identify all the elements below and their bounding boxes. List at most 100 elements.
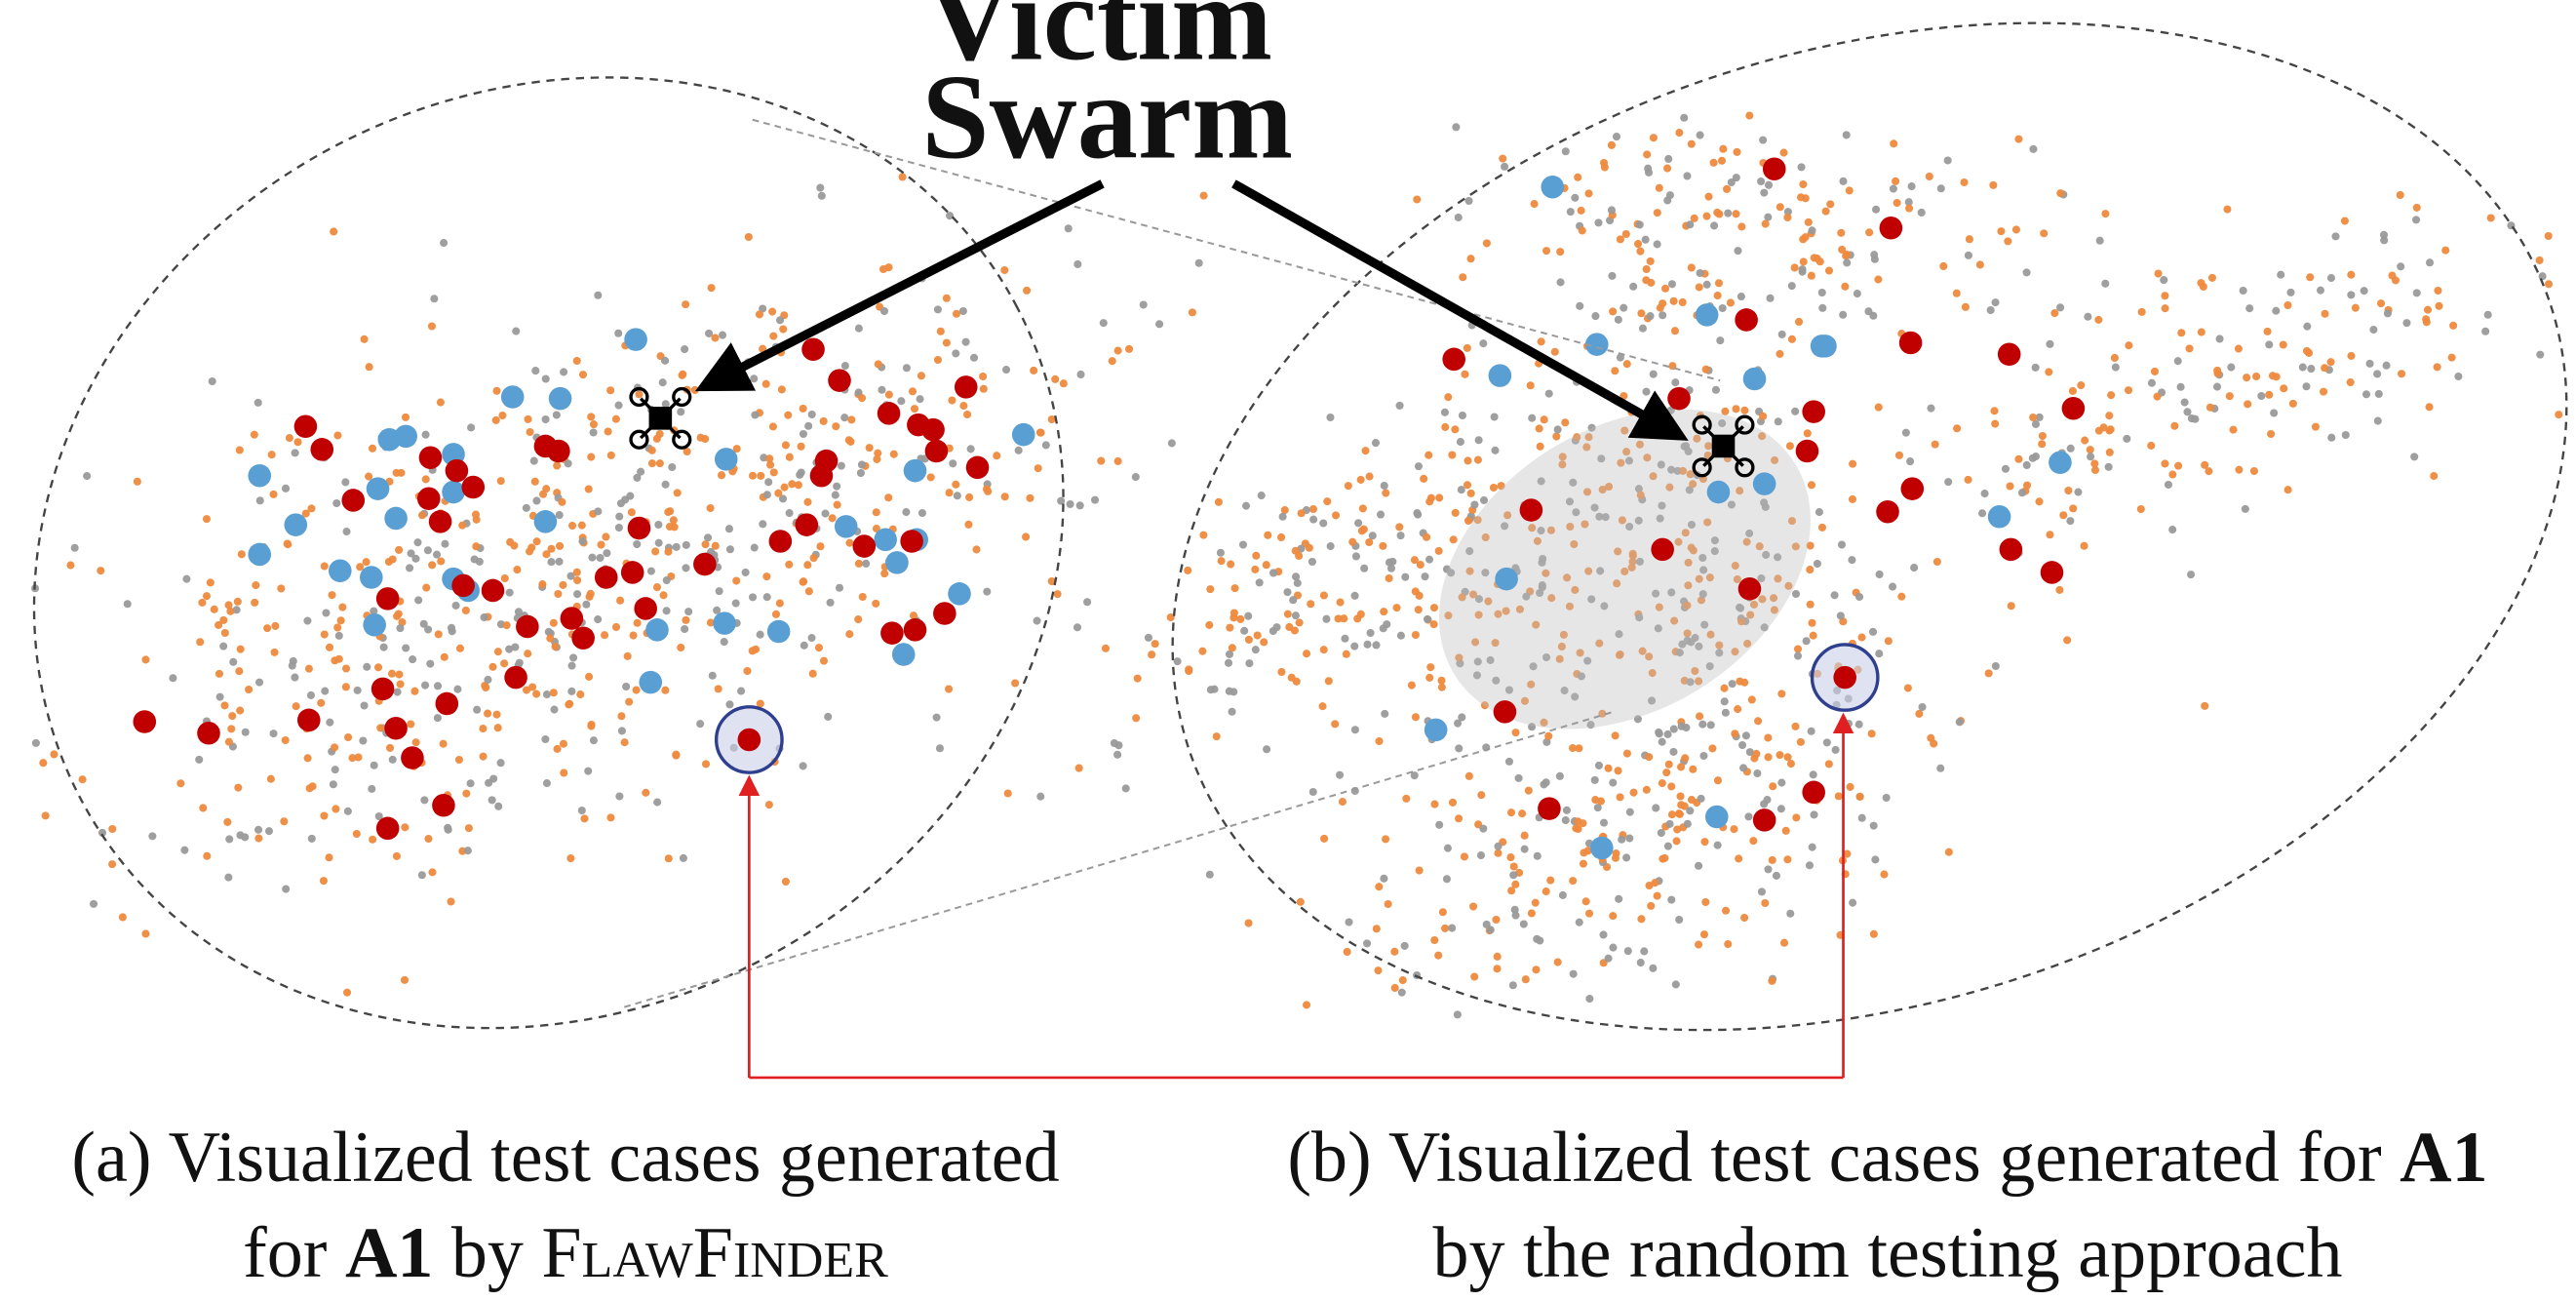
gray-point — [1659, 311, 1667, 320]
orange-point — [1742, 537, 1751, 546]
orange-point — [1779, 938, 1789, 947]
orange-point — [1663, 164, 1672, 173]
orange-point — [553, 461, 562, 470]
orange-point — [1430, 935, 1439, 945]
gray-point — [1991, 298, 2000, 307]
orange-point — [1689, 765, 1698, 773]
orange-point — [1785, 442, 1794, 451]
gray-point — [816, 183, 825, 192]
gray-point — [281, 484, 291, 493]
orange-point — [774, 489, 783, 497]
gray-point — [512, 327, 521, 335]
orange-point — [228, 712, 237, 721]
gray-point — [1283, 588, 1292, 597]
orange-point — [2161, 304, 2169, 313]
gray-point — [2084, 312, 2092, 321]
orange-point — [108, 824, 117, 834]
orange-point — [1509, 862, 1518, 871]
red-point — [1493, 700, 1517, 724]
orange-point — [1903, 684, 1912, 692]
gray-point — [1766, 294, 1775, 302]
orange-point — [1807, 271, 1815, 280]
orange-point — [1806, 566, 1815, 574]
gray-point — [219, 642, 228, 650]
orange-point — [492, 386, 501, 395]
orange-point — [744, 232, 753, 242]
orange-point — [2280, 384, 2288, 393]
orange-point — [526, 427, 534, 437]
orange-point — [765, 454, 774, 463]
blue-point — [366, 477, 390, 500]
orange-point — [1897, 592, 1906, 601]
gray-point — [1472, 671, 1481, 680]
blue-point — [1704, 805, 1729, 829]
gray-point — [617, 727, 626, 735]
gray-point — [2095, 236, 2104, 245]
orange-point — [235, 667, 244, 676]
orange-point — [993, 452, 1001, 460]
gray-point — [615, 792, 624, 801]
gray-point — [1607, 206, 1616, 215]
blue-point — [1814, 335, 1837, 358]
gray-point — [1289, 596, 1298, 605]
red-point — [428, 510, 452, 533]
orange-point — [1731, 729, 1739, 738]
orange-point — [1843, 250, 1852, 259]
orange-point — [1700, 838, 1709, 847]
orange-point — [2346, 377, 2355, 387]
orange-point — [385, 743, 395, 752]
orange-point — [1308, 505, 1317, 514]
gray-point — [1113, 750, 1122, 759]
gray-point — [1783, 208, 1792, 217]
gray-point — [1519, 920, 1528, 928]
orange-point — [1444, 393, 1453, 402]
orange-point — [1614, 767, 1622, 775]
gray-point — [1341, 634, 1349, 643]
gray-point — [584, 767, 593, 775]
gray-point — [1698, 590, 1707, 599]
orange-point — [597, 540, 605, 549]
gray-point — [1454, 719, 1463, 728]
orange-point — [1724, 940, 1733, 949]
gray-point — [1569, 478, 1578, 487]
gray-point — [1797, 163, 1806, 172]
orange-point — [330, 227, 338, 236]
gray-point — [1308, 557, 1316, 567]
gray-point — [2227, 363, 2236, 372]
orange-point — [1620, 426, 1629, 435]
gray-point — [1228, 707, 1236, 716]
orange-point — [872, 508, 880, 517]
orange-point — [1613, 579, 1621, 588]
gray-point — [577, 806, 586, 815]
orange-point — [2441, 246, 2450, 255]
orange-point — [341, 664, 351, 673]
gray-point — [1904, 198, 1913, 207]
orange-point — [1521, 975, 1530, 984]
gray-point — [2382, 361, 2391, 370]
orange-point — [2090, 459, 2099, 468]
orange-point — [1730, 825, 1738, 834]
red-point — [418, 446, 443, 469]
orange-point — [281, 735, 290, 745]
gray-point — [1066, 499, 1074, 509]
orange-point — [936, 327, 945, 335]
gray-point — [254, 825, 263, 834]
orange-point — [1295, 551, 1304, 561]
orange-point — [1648, 669, 1657, 678]
gray-point — [1635, 557, 1644, 566]
orange-point — [664, 547, 673, 556]
orange-point — [2045, 368, 2053, 376]
orange-point — [1573, 433, 1581, 442]
orange-point — [1874, 403, 1883, 412]
orange-point — [673, 489, 682, 497]
gray-point — [1906, 457, 1915, 466]
orange-point — [292, 702, 300, 711]
orange-point — [365, 472, 373, 481]
orange-point — [1799, 180, 1808, 189]
gray-point — [514, 608, 523, 616]
orange-point — [809, 554, 818, 563]
gray-point — [1669, 725, 1678, 733]
orange-point — [524, 650, 532, 658]
orange-point — [1611, 731, 1620, 740]
orange-point — [1770, 594, 1778, 603]
